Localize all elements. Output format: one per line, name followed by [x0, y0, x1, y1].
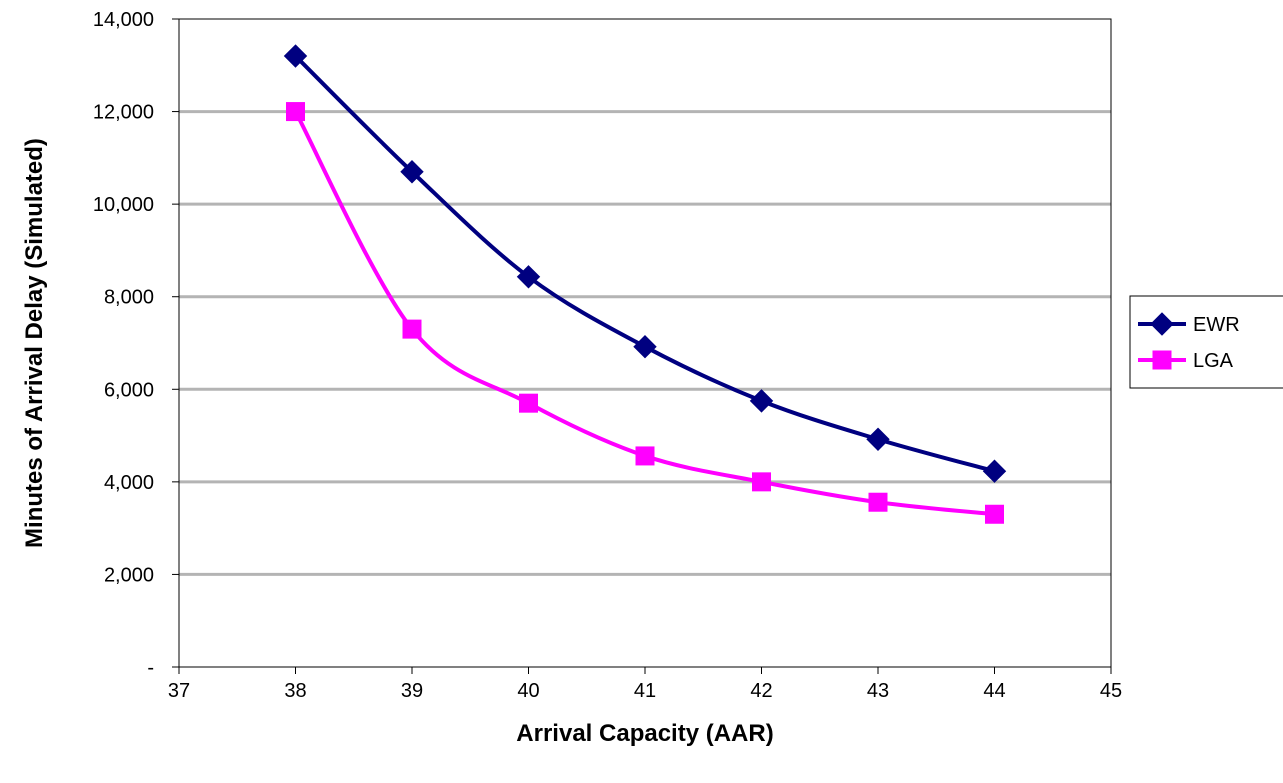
y-tick-label: 6,000: [104, 379, 154, 401]
series-line-ewr: [294, 54, 996, 474]
legend-label-ewr: EWR: [1193, 314, 1240, 336]
y-tick-label: 14,000: [93, 9, 154, 31]
y-tick-label: 8,000: [104, 287, 154, 309]
legend-label-lga: LGA: [1193, 350, 1234, 372]
x-axis-title: Arrival Capacity (AAR): [516, 720, 773, 747]
series: [283, 44, 1007, 524]
gridlines: [179, 110, 1111, 576]
series-lga: [286, 102, 1004, 524]
data-point-ewr: [516, 265, 541, 289]
data-point-lga: [519, 393, 538, 413]
x-tick-label: 40: [517, 680, 539, 702]
data-point-ewr: [400, 160, 424, 184]
legend-marker-lga: [1152, 350, 1172, 370]
data-point-lga: [985, 504, 1004, 524]
y-axis-title: Minutes of Arrival Delay (Simulated): [21, 138, 48, 548]
data-point-lga: [402, 319, 422, 339]
x-tick-label: 41: [634, 680, 656, 702]
series-ewr: [283, 44, 1007, 483]
data-point-ewr: [866, 427, 890, 451]
axes: - 2,000 4,000 6,000 8,000 10,000 12,000 14,000 3…: [93, 9, 1122, 702]
data-point-lga: [635, 446, 655, 466]
x-tick-label: 43: [867, 680, 889, 702]
data-point-ewr: [633, 334, 657, 359]
x-tick-label: 45: [1100, 680, 1122, 702]
legend: EWR LGA: [1129, 295, 1283, 389]
x-tick-label: 38: [284, 680, 306, 702]
x-tick-label: 39: [401, 680, 423, 702]
y-tick-label: 4,000: [104, 472, 154, 494]
x-tick-label: 37: [168, 680, 190, 702]
y-tick-label: 2,000: [104, 564, 154, 586]
y-tick-label: -: [147, 657, 154, 679]
data-point-ewr: [982, 459, 1007, 483]
data-point-lga: [286, 102, 305, 122]
data-point-lga: [752, 472, 771, 492]
data-point-ewr: [283, 44, 308, 68]
data-point-ewr: [749, 389, 774, 413]
legend-box: [1129, 295, 1283, 389]
data-point-lga: [868, 492, 888, 512]
legend-marker-ewr: [1150, 312, 1174, 336]
x-tick-label: 44: [983, 680, 1005, 702]
y-tick-label: 12,000: [93, 102, 154, 124]
y-tick-label: 10,000: [93, 194, 154, 216]
x-tick-label: 42: [750, 680, 772, 702]
